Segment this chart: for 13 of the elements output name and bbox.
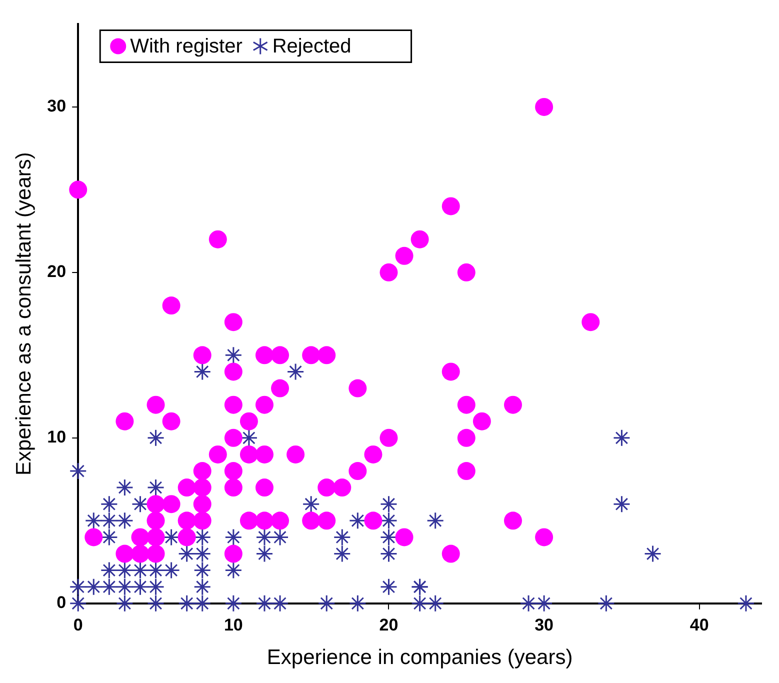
x-tick-label: 40: [690, 615, 709, 634]
x-tick-label: 0: [73, 615, 83, 634]
y-tick-label: 10: [47, 428, 66, 447]
legend-label: Rejected: [272, 36, 352, 58]
y-tick-label: 30: [47, 96, 66, 116]
y-tick-label: 0: [56, 593, 66, 612]
legend-label: With register: [130, 36, 243, 58]
y-axis-title: Experience as a consultant (years): [12, 152, 36, 476]
x-tick-label: 30: [534, 615, 554, 634]
x-axis-title: Experience in companies (years): [266, 646, 573, 670]
y-tick-label: 20: [47, 262, 66, 282]
x-tick-label: 20: [379, 615, 398, 634]
x-tick-label: 10: [224, 615, 243, 634]
